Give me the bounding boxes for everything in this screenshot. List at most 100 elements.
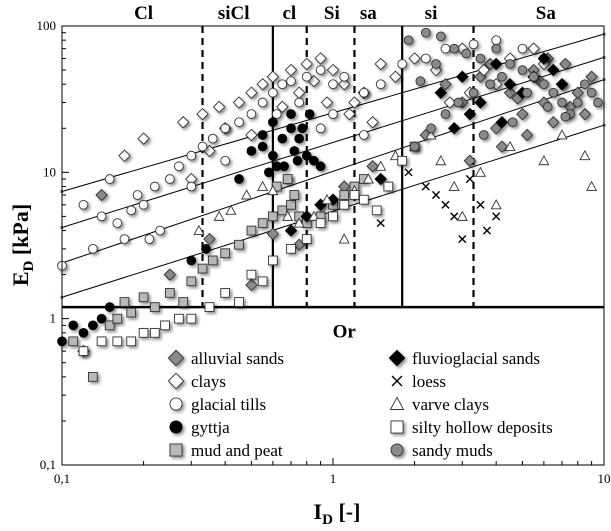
data-point [461,48,472,59]
data-point [203,232,216,246]
data-point [118,149,131,162]
data-point [234,297,244,307]
x-axis-title: ID [-] [314,499,361,528]
data-point [482,226,492,235]
data-point [284,63,298,77]
data-point [245,128,258,142]
data-point [440,109,451,119]
data-point [246,146,257,156]
y-tick-label: 0,1 [40,457,56,472]
series-loess [376,168,501,244]
data-point [104,320,115,331]
data-point [292,86,306,99]
data-point [431,59,441,69]
legend-item: gyttja [169,418,230,437]
legend-label: loess [412,372,446,391]
data-point [279,161,289,172]
data-point [155,225,165,236]
axis-ticks: 0,1 1 10 0,1 1 10 100 [37,18,611,486]
data-point [132,190,143,200]
data-point [375,79,386,90]
data-point [374,172,387,186]
data-point [490,199,502,210]
legend-item: alluvial sands [167,349,284,368]
data-point [468,39,479,50]
data-point [256,77,269,91]
data-point [277,205,288,216]
data-point [547,63,560,77]
data-point [328,211,338,222]
data-point [174,161,184,172]
data-point [431,190,441,200]
data-point [257,218,268,228]
data-point [268,255,278,266]
data-point [366,115,379,129]
data-point [300,57,313,71]
data-point [289,146,300,156]
data-point [268,150,278,161]
data-point [286,199,296,210]
data-point [266,227,280,241]
data-point [257,141,268,152]
data-point [343,107,356,121]
data-point [186,276,197,287]
y-axis-title-unit: [kPa] [8,204,33,261]
data-point [579,149,591,161]
data-point [88,372,98,382]
data-point [586,180,598,191]
data-point [456,70,469,83]
legend-label: silty hollow deposits [412,418,553,437]
data-point [555,77,569,91]
data-point [257,97,268,108]
data-point [348,96,361,109]
data-point [193,224,205,236]
data-point [246,109,257,119]
data-point [301,150,312,161]
data-point [403,35,414,46]
data-point [359,194,369,205]
zone-label-Si: Si [324,3,340,24]
data-point [495,115,509,129]
data-point [507,117,518,128]
data-point [517,43,528,54]
data-point [495,140,509,153]
data-point [559,57,572,71]
data-point [294,133,304,144]
data-point [197,141,208,152]
data-point [286,243,296,254]
data-point [234,174,244,184]
data-point [362,173,374,184]
data-point [96,336,107,347]
data-point [485,79,495,90]
data-point [476,200,485,209]
data-point [463,154,477,167]
data-point [309,155,319,166]
data-point [126,336,137,347]
diagonal-line-3 [61,79,605,264]
data-point [426,123,436,134]
data-point [126,307,137,318]
data-point [149,181,160,192]
data-point [138,327,149,338]
data-point [163,268,177,281]
data-point [112,336,123,347]
data-point [468,87,479,98]
data-point [560,111,571,122]
data-point [371,205,382,216]
data-point [174,313,184,324]
data-point [456,210,468,221]
data-point [505,59,515,69]
data-point [257,180,269,191]
data-point [96,313,107,324]
data-point [277,133,288,144]
x-axis-title-sub: D [322,512,333,528]
data-point [548,87,559,98]
data-points [57,27,603,382]
data-point [449,43,460,54]
data-point [441,200,450,209]
legend-marker [167,372,185,390]
data-point [207,133,218,144]
zone-label-Or: Or [333,321,357,342]
diagonal-line-4 [61,124,605,298]
data-point [434,86,448,99]
